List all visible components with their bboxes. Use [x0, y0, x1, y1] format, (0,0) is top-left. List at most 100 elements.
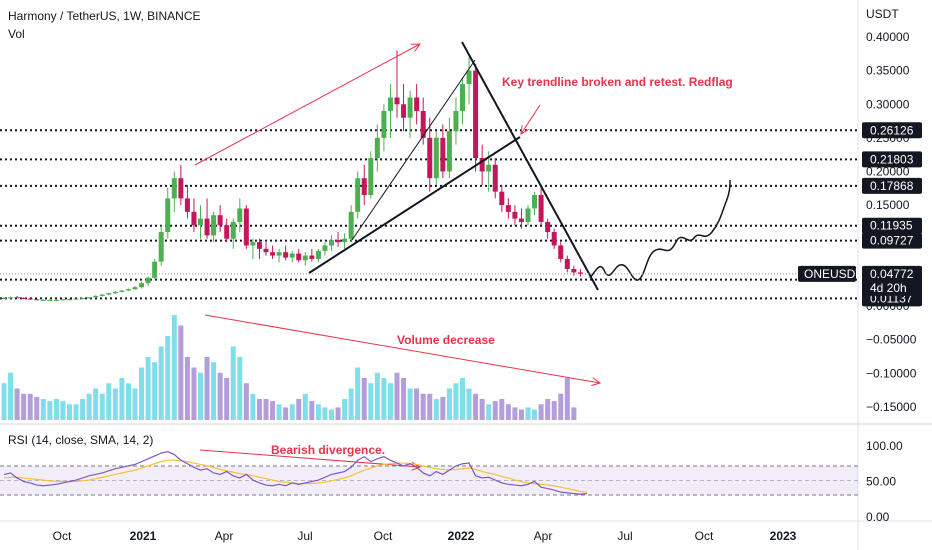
candle-body[interactable] [571, 269, 577, 273]
candle-body[interactable] [1, 297, 7, 299]
volume-bar[interactable] [440, 396, 446, 420]
candle-body[interactable] [453, 110, 459, 132]
volume-annotation[interactable]: Volume decrease [397, 333, 495, 347]
volume-bar[interactable] [571, 407, 577, 420]
volume-bar[interactable] [67, 404, 72, 420]
volume-bar[interactable] [387, 383, 393, 420]
volume-bar[interactable] [433, 399, 439, 420]
thin-trendline[interactable] [351, 59, 476, 241]
volume-bar[interactable] [453, 383, 459, 420]
trendline-annotation[interactable]: Key trendline broken and retest. Redflag [502, 75, 733, 89]
volume-bar[interactable] [374, 372, 380, 420]
volume-bar[interactable] [106, 383, 112, 420]
candle-body[interactable] [198, 218, 203, 226]
candle-body[interactable] [125, 289, 131, 291]
volume-bar[interactable] [112, 388, 118, 421]
candle-body[interactable] [518, 218, 524, 222]
volume-bar[interactable] [460, 378, 465, 420]
retest-arrow[interactable] [520, 104, 541, 135]
volume-decrease-arrow[interactable] [204, 314, 601, 384]
candle-body[interactable] [512, 211, 518, 219]
volume-bar[interactable] [256, 399, 262, 420]
volume-bar[interactable] [158, 346, 164, 421]
candle-body[interactable] [289, 253, 295, 258]
volume-bar[interactable] [302, 393, 308, 420]
volume-bar[interactable] [237, 357, 243, 420]
candle-body[interactable] [355, 178, 361, 212]
candle-body[interactable] [335, 240, 341, 243]
candle-body[interactable] [270, 252, 276, 256]
candle-body[interactable] [387, 97, 393, 111]
volume-bar[interactable] [446, 388, 452, 421]
candle-body[interactable] [139, 283, 145, 288]
volume-bar[interactable] [355, 367, 361, 421]
candle-body[interactable] [132, 287, 138, 290]
volume-bar[interactable] [532, 409, 538, 421]
volume-bar[interactable] [250, 393, 256, 420]
rsi-indicator-label[interactable]: RSI (14, close, SMA, 14, 2) [8, 433, 154, 447]
volume-bar[interactable] [14, 388, 20, 421]
candle-body[interactable] [473, 70, 479, 159]
volume-bar[interactable] [139, 367, 145, 421]
candle-body[interactable] [407, 97, 413, 118]
volume-bar[interactable] [551, 401, 557, 420]
volume-bar[interactable] [427, 393, 433, 420]
volume-bar[interactable] [178, 325, 184, 421]
candle-body[interactable] [479, 158, 485, 172]
volume-bar[interactable] [348, 388, 354, 421]
price-divergence-arrow[interactable] [194, 43, 421, 166]
volume-bar[interactable] [125, 383, 131, 420]
volume-bar[interactable] [270, 401, 276, 420]
candle-body[interactable] [329, 240, 334, 246]
candle-body[interactable] [492, 164, 498, 192]
candle-body[interactable] [401, 104, 407, 118]
level-price-tag[interactable] [862, 151, 922, 168]
candle-body[interactable] [243, 208, 249, 246]
volume-bar[interactable] [564, 378, 570, 420]
level-price-tag[interactable] [862, 232, 922, 249]
volume-bar[interactable] [152, 362, 158, 420]
volume-bar[interactable] [296, 399, 302, 420]
candle-body[interactable] [342, 238, 348, 243]
volume-bar[interactable] [558, 393, 564, 420]
volume-bar[interactable] [276, 404, 282, 420]
volume-bar[interactable] [243, 383, 249, 420]
candle-body[interactable] [551, 232, 557, 246]
candle-body[interactable] [250, 242, 256, 246]
volume-bar[interactable] [512, 407, 518, 420]
candle-body[interactable] [145, 277, 151, 284]
candle-body[interactable] [276, 252, 282, 256]
candle-body[interactable] [499, 191, 505, 206]
volume-bar[interactable] [40, 399, 46, 420]
candle-body[interactable] [191, 211, 197, 226]
candle-body[interactable] [361, 178, 367, 196]
candle-body[interactable] [558, 245, 564, 259]
volume-indicator-label[interactable]: Vol [8, 27, 25, 41]
candle-body[interactable] [486, 164, 492, 172]
volume-bar[interactable] [518, 409, 524, 421]
candle-body[interactable] [27, 298, 33, 300]
level-price-tag[interactable] [862, 177, 922, 194]
volume-bar[interactable] [34, 396, 40, 420]
candle-body[interactable] [112, 291, 118, 294]
candle-body[interactable] [178, 178, 184, 199]
volume-bar[interactable] [335, 407, 341, 420]
projected-price-path[interactable] [589, 179, 731, 281]
candle-body[interactable] [532, 195, 538, 209]
rsi-line[interactable] [3, 451, 588, 495]
candle-body[interactable] [40, 299, 46, 301]
candle-body[interactable] [80, 297, 86, 299]
volume-bar[interactable] [538, 404, 544, 420]
broken-trendline[interactable] [308, 136, 521, 274]
volume-bar[interactable] [322, 407, 328, 420]
volume-bar[interactable] [93, 388, 99, 421]
candle-body[interactable] [171, 178, 177, 199]
volume-bar[interactable] [204, 357, 210, 420]
volume-bar[interactable] [381, 378, 387, 420]
candle-body[interactable] [256, 242, 262, 249]
symbol-title[interactable]: Harmony / TetherUS, 1W, BINANCE [8, 9, 201, 23]
volume-bar[interactable] [73, 404, 79, 420]
candle-body[interactable] [446, 131, 452, 172]
volume-bar[interactable] [191, 367, 197, 421]
